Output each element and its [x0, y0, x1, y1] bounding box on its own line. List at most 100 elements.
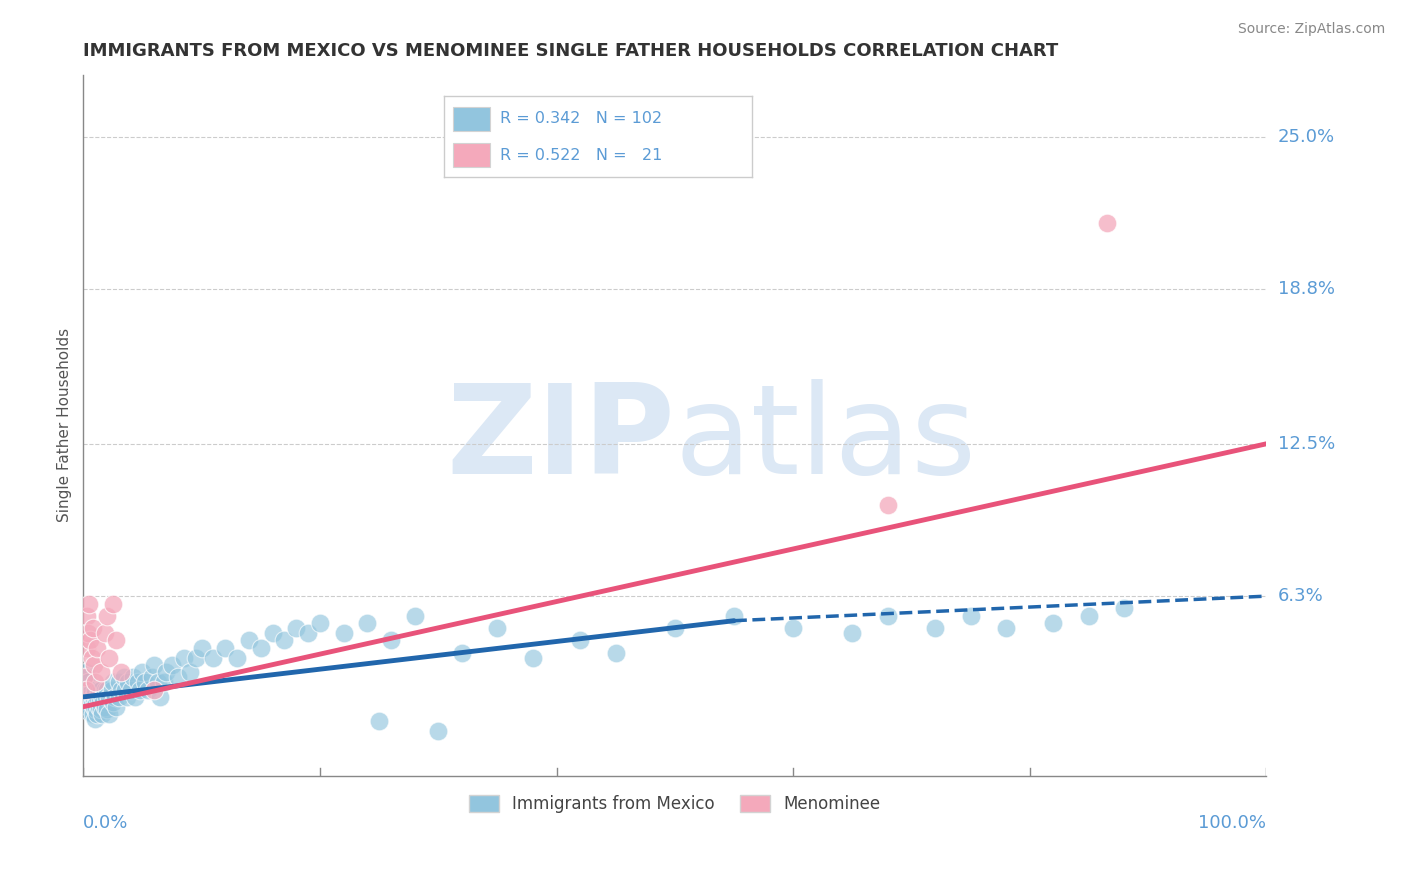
Point [101, 597, 124, 611]
Point [959, 608, 981, 623]
Point [226, 650, 249, 665]
Point [1095, 216, 1118, 230]
Point [77, 675, 100, 690]
Point [101, 695, 124, 709]
Point [84, 675, 107, 690]
Point [486, 621, 509, 635]
Point [76, 690, 98, 704]
Point [76, 670, 98, 684]
Point [131, 665, 153, 680]
Text: 12.5%: 12.5% [1278, 434, 1334, 453]
Point [75, 682, 97, 697]
Point [79, 633, 101, 648]
Point [451, 646, 474, 660]
Point [98, 650, 121, 665]
Point [77, 626, 100, 640]
Point [105, 633, 128, 648]
Point [1077, 608, 1099, 623]
Point [115, 690, 138, 704]
Point [110, 682, 132, 697]
Point [723, 608, 745, 623]
Text: 6.3%: 6.3% [1278, 587, 1323, 605]
Point [782, 621, 804, 635]
Text: 25.0%: 25.0% [1278, 128, 1334, 145]
Point [91, 690, 114, 704]
Point [167, 670, 190, 684]
Point [273, 633, 295, 648]
Point [876, 498, 898, 512]
Point [82, 707, 104, 722]
Point [129, 682, 152, 697]
Point [93, 626, 115, 640]
Point [122, 670, 145, 684]
Text: 18.8%: 18.8% [1278, 280, 1334, 298]
Point [664, 621, 686, 635]
Point [114, 682, 136, 697]
Point [77, 695, 100, 709]
Point [117, 675, 139, 690]
Point [100, 682, 122, 697]
Point [124, 690, 146, 704]
Point [94, 690, 117, 704]
Point [149, 690, 172, 704]
Point [79, 690, 101, 704]
Point [143, 657, 166, 672]
Point [876, 608, 898, 623]
Point [73, 675, 96, 690]
Point [76, 608, 98, 623]
Point [80, 650, 103, 665]
Point [368, 714, 391, 729]
Point [91, 707, 114, 722]
Point [110, 665, 132, 680]
Point [104, 690, 127, 704]
Point [262, 626, 284, 640]
Point [83, 695, 105, 709]
Point [1114, 601, 1136, 615]
Point [924, 621, 946, 635]
Point [841, 626, 863, 640]
Point [75, 665, 97, 680]
Point [427, 724, 450, 739]
Point [90, 682, 112, 697]
Point [105, 699, 128, 714]
Point [141, 670, 163, 684]
Point [214, 640, 236, 655]
Point [93, 682, 115, 697]
Point [285, 621, 308, 635]
Point [87, 699, 110, 714]
Point [83, 699, 105, 714]
Point [138, 682, 160, 697]
Point [86, 640, 108, 655]
Point [995, 621, 1018, 635]
Point [249, 640, 271, 655]
Point [84, 695, 107, 709]
Point [76, 640, 98, 655]
Point [90, 665, 112, 680]
Point [107, 675, 129, 690]
Point [356, 616, 378, 631]
Point [80, 682, 103, 697]
Text: IMMIGRANTS FROM MEXICO VS MENOMINEE SINGLE FATHER HOUSEHOLDS CORRELATION CHART: IMMIGRANTS FROM MEXICO VS MENOMINEE SING… [83, 42, 1059, 60]
Point [238, 633, 260, 648]
Point [86, 707, 108, 722]
Point [96, 608, 118, 623]
Point [605, 646, 627, 660]
Point [309, 616, 332, 631]
Point [96, 682, 118, 697]
Point [89, 695, 111, 709]
Point [84, 712, 107, 726]
Point [87, 682, 110, 697]
Point [84, 682, 107, 697]
Point [80, 698, 103, 712]
Point [297, 626, 319, 640]
Point [84, 702, 107, 716]
Point [73, 670, 96, 684]
Point [98, 707, 121, 722]
Point [173, 650, 195, 665]
Point [77, 699, 100, 714]
Point [98, 690, 121, 704]
Point [134, 675, 156, 690]
Point [83, 657, 105, 672]
Point [82, 690, 104, 704]
Point [90, 702, 112, 716]
